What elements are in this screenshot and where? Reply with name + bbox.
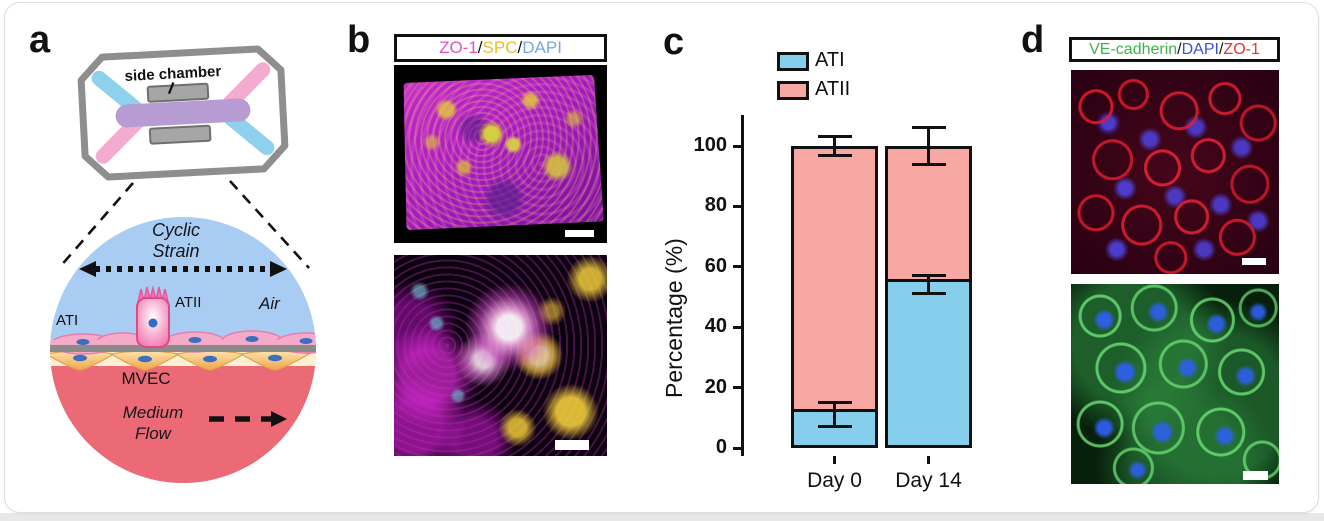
chip-channel-blue-right: [223, 110, 275, 156]
stain-label-part: /: [477, 38, 483, 57]
error-bar-cap: [817, 153, 852, 157]
cross-section-schematic: Cyclic Strain ATII Air ATI MVEC Medium F…: [50, 217, 316, 483]
panel-b-image-3d-surface: [394, 65, 607, 243]
y-tick-label: 0: [715, 436, 727, 458]
chip-channel-blue-left: [91, 70, 143, 116]
y-tick-label: 100: [693, 134, 727, 156]
legend-swatch-atii: [777, 81, 809, 100]
scale-bar: [555, 440, 589, 450]
atii-label: ATII: [175, 294, 201, 311]
scale-bar: [1242, 258, 1266, 265]
error-bar-cap: [817, 425, 852, 429]
x-category-label: Day 0: [807, 469, 862, 492]
x-tick: [927, 456, 930, 464]
panel-c-letter: c: [663, 21, 685, 63]
medium-flow-label-line2: Flow: [135, 424, 173, 443]
chip-side-chamber-bottom: [148, 124, 212, 145]
error-bar-cap: [911, 162, 946, 166]
y-tick: [733, 144, 741, 148]
panel-d-letter: d: [1021, 19, 1045, 61]
ati-nuclei: [76, 336, 313, 345]
scale-bar: [565, 230, 594, 237]
bar-day-14: [885, 146, 972, 448]
error-bar-cap: [817, 135, 852, 139]
cyclic-strain-arrowhead-left: [79, 261, 96, 277]
stain-label-part: /: [517, 38, 523, 57]
y-tick: [733, 386, 741, 390]
stain-label-part: /: [1218, 40, 1224, 58]
chip-channel-pink-left: [95, 116, 143, 164]
medium-compartment: [50, 364, 316, 483]
chip-label-pointer: [167, 82, 175, 95]
legend-label-ati: ATI: [815, 49, 845, 71]
stain-label-part: DAPI: [1181, 40, 1219, 58]
mvec-nuclei: [73, 354, 282, 363]
chip-channel-center: [115, 98, 251, 128]
chip-label: side chamber: [124, 63, 222, 85]
mvec-label: MVEC: [121, 369, 170, 388]
panel-d-image-ve-cadherin: [1071, 284, 1279, 484]
medium-flow-label-line1: Medium: [123, 403, 183, 422]
error-bar-cap: [817, 401, 852, 405]
stain-label-part: SPC: [482, 38, 518, 57]
panel-b-stain-label: ZO-1/SPC / DAPI: [394, 34, 607, 62]
cyclic-strain-label-line2: Strain: [152, 241, 199, 261]
y-tick-label: 60: [704, 254, 727, 277]
x-category-label: Day 14: [895, 469, 962, 492]
fluorescence-cluster-texture: [394, 255, 607, 456]
y-tick: [733, 204, 741, 208]
x-tick: [833, 456, 836, 464]
stain-label-part: ZO-1: [1223, 40, 1260, 58]
y-tick-label: 80: [704, 194, 727, 217]
cyclic-strain-label-line1: Cyclic: [152, 220, 200, 240]
error-bar-line: [927, 127, 930, 165]
panel-d-stain-label: VE-cadherin / DAPI / ZO-1: [1069, 37, 1280, 62]
bar-segment-ati: [885, 278, 972, 448]
fluorescence-green-cells-texture: [1071, 284, 1279, 484]
chip-side-chamber-top: [146, 82, 210, 103]
chip-channel-pink-right: [223, 62, 271, 110]
error-bar-cap: [911, 274, 946, 278]
stain-label-part: ZO-1: [439, 38, 478, 57]
panel-a-letter: a: [29, 19, 51, 61]
panel-b-letter: b: [347, 19, 371, 61]
y-tick: [733, 446, 741, 450]
y-axis-line: [741, 115, 744, 456]
legend-label-atii: ATII: [815, 78, 851, 100]
y-tick-label: 20: [704, 375, 727, 398]
page-footer-strip: [0, 513, 1324, 521]
error-bar-cap: [911, 292, 946, 296]
legend-swatch-ati: [777, 52, 809, 71]
scale-bar: [1243, 471, 1268, 480]
fluorescence-surface-texture: [403, 75, 604, 231]
error-bar-cap: [911, 126, 946, 130]
error-bar-line: [833, 402, 836, 427]
stain-label-part: VE-cadherin: [1089, 40, 1178, 58]
y-tick: [733, 265, 741, 269]
ati-label: ATI: [56, 312, 78, 329]
zoom-callout-line-right: [229, 180, 310, 269]
error-bar-line: [927, 275, 930, 294]
air-label: Air: [258, 294, 281, 313]
error-bar-line: [833, 136, 836, 156]
cyclic-strain-arrowhead-right: [270, 261, 287, 277]
fluorescence-red-mesh-texture: [1071, 70, 1279, 274]
atii-nucleus: [148, 318, 158, 328]
y-axis-title: Percentage (%): [661, 238, 687, 398]
stain-label-part: /: [1177, 40, 1182, 58]
membrane: [50, 345, 316, 352]
y-tick-label: 40: [704, 315, 727, 338]
panel-b-image-atii-clusters: [394, 255, 607, 456]
panel-d-image-zo1-mesh: [1071, 70, 1279, 274]
bar-day-0: [791, 146, 878, 448]
stain-label-part: DAPI: [522, 38, 562, 57]
figure-card: a b c d: [4, 2, 1319, 513]
y-tick: [733, 325, 741, 329]
chip-diagram: side chamber: [77, 45, 289, 181]
panel-a-schematic: side chamber: [50, 45, 316, 483]
medium-flow-arrowhead: [271, 411, 287, 427]
panel-c-chart: 0 20 40 60 80 100 Percentage (%) ATI ATII Day 0 Da…: [645, 23, 990, 508]
